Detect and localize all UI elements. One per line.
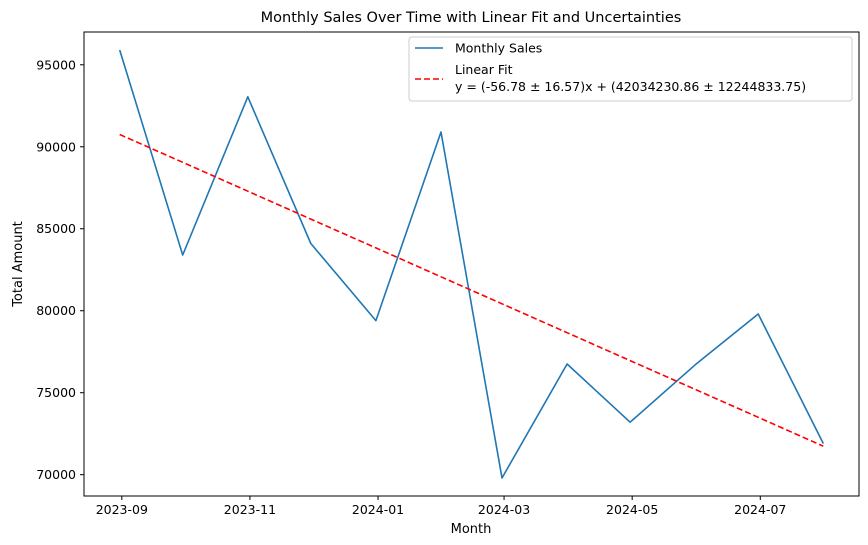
x-tick-label: 2024-03 [478,502,530,517]
y-tick-label: 90000 [36,139,76,154]
y-tick-label: 75000 [36,385,76,400]
legend: Monthly Sales Linear Fit y = (-56.78 ± 1… [408,36,853,102]
y-tick-label: 95000 [36,57,76,72]
chart-title: Monthly Sales Over Time with Linear Fit … [261,10,682,26]
legend-label-linear-fit: Linear Fit [455,62,513,77]
series-line-linear-fit [119,133,824,447]
y-axis-label: Total Amount [11,221,26,308]
y-tick-label: 70000 [36,467,76,482]
y-tick-label: 80000 [36,303,76,318]
y-tick-label: 85000 [36,221,76,236]
series-line-monthly-sales [118,49,825,479]
x-tick-label: 2023-09 [96,502,148,517]
x-tick-label: 2024-01 [352,502,404,517]
legend-label-fit-equation: y = (-56.78 ± 16.57)x + (42034230.86 ± 1… [455,79,806,94]
legend-box [408,36,853,102]
x-axis-label: Month [451,522,492,537]
legend-label-monthly-sales: Monthly Sales [455,41,542,56]
plot-frame [83,31,860,497]
x-tick-label: 2024-05 [606,502,658,517]
x-tick-label: 2023-11 [224,502,276,517]
plot-lines [118,49,825,479]
x-tick-label: 2024-07 [734,502,786,517]
axis-ticks: 2023-09 2023-11 2024-01 2024-03 2024-05 2024-… [36,57,786,517]
